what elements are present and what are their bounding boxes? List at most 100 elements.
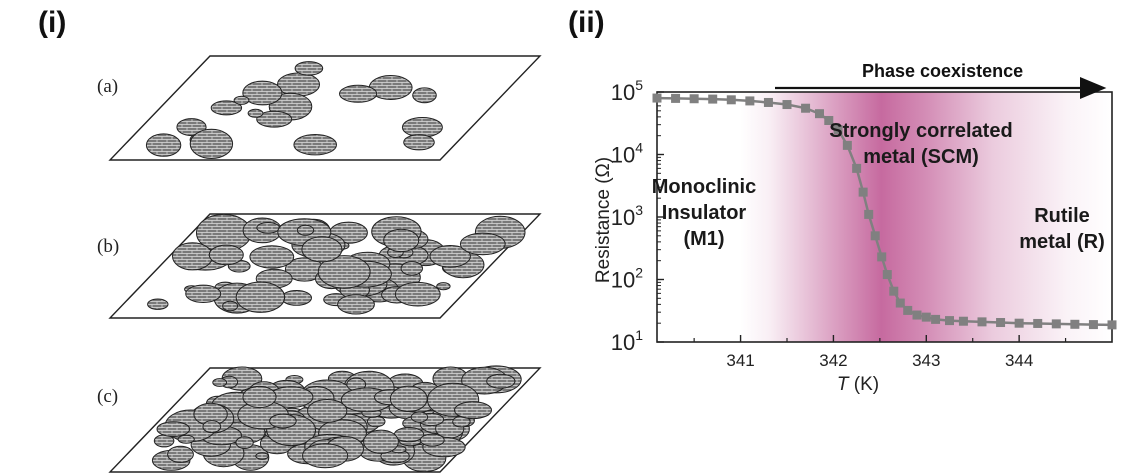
data-point — [958, 316, 968, 326]
domain-ellipse — [156, 421, 191, 438]
y-tick-base: 10 — [611, 143, 635, 168]
data-point — [1088, 320, 1098, 330]
region-m1-line1: Monoclinic — [652, 176, 756, 198]
x-tick-label: 342 — [819, 351, 847, 370]
domain-ellipse — [389, 385, 428, 412]
sub-label-b: (b) — [97, 236, 119, 257]
data-point — [763, 97, 773, 107]
y-tick-base: 10 — [611, 80, 635, 105]
domain-ellipse — [410, 411, 429, 423]
phase-coexistence-label: Phase coexistence — [862, 61, 1023, 81]
domain-ellipse — [255, 452, 269, 460]
data-point — [815, 109, 824, 119]
domain-ellipse — [429, 244, 471, 268]
y-tick-label: 104 — [611, 140, 643, 168]
domain-ellipse — [339, 84, 378, 103]
domain-ellipse — [147, 298, 169, 310]
domain-ellipse — [307, 399, 348, 423]
y-tick-base: 10 — [611, 330, 635, 355]
domain-ellipse — [486, 373, 516, 389]
domain-ellipse — [167, 445, 194, 463]
domain-ellipse — [247, 108, 264, 118]
sub-label-a: (a) — [97, 76, 118, 97]
domain-ellipse — [189, 128, 234, 159]
data-point — [652, 93, 662, 103]
domain-ellipse — [293, 134, 338, 156]
domain-ellipse — [208, 244, 244, 266]
domain-ellipse — [210, 100, 243, 116]
domain-ellipse — [256, 110, 293, 128]
domain-ellipse — [233, 95, 250, 105]
data-point — [889, 286, 899, 296]
domain-ellipse — [235, 281, 286, 313]
domain-ellipse — [436, 282, 451, 291]
data-point — [689, 94, 699, 104]
domain-ellipse — [302, 443, 349, 469]
layer-a — [108, 55, 542, 161]
series-points — [652, 93, 1117, 330]
data-point — [671, 93, 681, 103]
domain-ellipse — [294, 61, 324, 76]
data-point — [912, 310, 922, 320]
domain-ellipse — [177, 434, 195, 444]
domain-ellipse — [296, 224, 315, 236]
y-tick-base: 10 — [611, 205, 635, 230]
data-point — [864, 209, 874, 219]
domain-ellipse — [403, 134, 435, 151]
data-point — [1014, 318, 1024, 328]
data-point — [852, 163, 862, 173]
y-tick-exp: 2 — [635, 265, 643, 281]
domain-ellipse — [383, 228, 420, 253]
data-point — [833, 125, 843, 135]
x-axis-title: T (K) — [837, 374, 879, 395]
data-point — [903, 305, 913, 315]
data-point — [782, 100, 792, 110]
data-point — [945, 316, 954, 326]
domain-ellipse — [185, 284, 222, 303]
data-point — [996, 318, 1006, 328]
domain-ellipse — [419, 433, 445, 447]
region-scm-line1: Strongly correlated — [829, 120, 1012, 142]
domain-ellipse — [394, 281, 441, 307]
domain-ellipse — [145, 133, 182, 157]
data-point — [708, 94, 718, 104]
y-tick-exp: 4 — [635, 140, 643, 156]
data-point — [842, 140, 852, 150]
x-tick-label: 341 — [726, 351, 754, 370]
data-point — [882, 270, 892, 280]
data-point — [1051, 319, 1061, 329]
y-tick-label: 102 — [611, 265, 643, 293]
domain-ellipse — [249, 245, 295, 269]
data-point — [931, 314, 941, 324]
data-point — [858, 187, 868, 197]
data-point — [1070, 319, 1080, 329]
panel-label-ii: (ii) — [568, 6, 605, 39]
domain-ellipse — [459, 232, 506, 256]
data-point — [1033, 318, 1043, 328]
sub-label-c: (c) — [97, 386, 118, 407]
y-tick-label: 101 — [611, 327, 643, 355]
y-tick-exp: 3 — [635, 202, 643, 218]
domain-ellipse — [269, 413, 297, 429]
data-point — [726, 95, 736, 105]
layer-b — [108, 213, 542, 319]
domain-ellipse — [412, 87, 437, 104]
data-point — [921, 312, 931, 322]
domain-ellipse — [363, 429, 399, 454]
region-m1-line3: (M1) — [683, 228, 724, 250]
region-r-line1: Rutile — [1034, 205, 1090, 227]
data-point — [877, 252, 887, 262]
data-point — [801, 103, 811, 113]
domain-ellipse — [235, 436, 254, 450]
domain-ellipse — [222, 300, 239, 312]
region-m1-line2: Insulator — [662, 202, 747, 224]
domain-ellipse — [212, 378, 228, 387]
data-point — [824, 115, 834, 125]
domain-ellipse — [301, 236, 343, 263]
data-point — [895, 298, 905, 308]
domain-ellipse — [337, 294, 375, 315]
domain-ellipse — [242, 80, 283, 106]
region-r-line2: metal (R) — [1019, 231, 1105, 253]
